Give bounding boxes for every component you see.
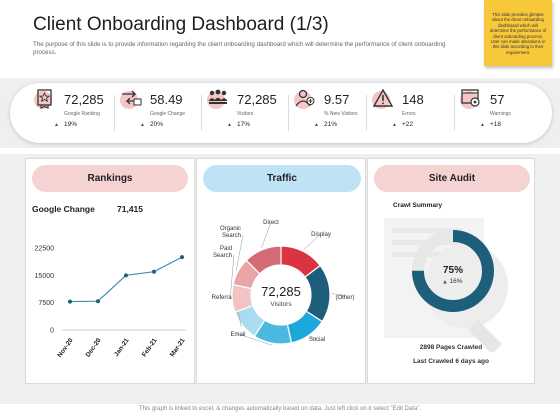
data-point [124,273,128,278]
sticky-note: This slide provides glimpse about the cl… [484,0,552,66]
kpi-change: ▲ 21% [314,121,338,128]
up-arrow-icon: ▲ [392,122,397,128]
site-audit-header: Site Audit [374,165,530,192]
slice-label: Paid Search [213,246,232,259]
kpi-new-visitors: 9.57 % New Visitors ▲ 21% [288,83,379,143]
up-arrow-icon: ▲ [140,122,145,128]
google-change-value: 71,415 [117,204,143,214]
settings-window-icon [461,89,480,107]
up-arrow-icon: ▲ [480,122,485,128]
kpi-label: Visitors [237,111,254,117]
up-arrow-icon: ▲ [314,122,319,128]
rankings-line-chart: 0 7500 15000 22500 Nov-20 Dec-20 Jan-21 Feb-21 M… [35,246,187,359]
x-tick-label: Jan-21 [113,337,131,358]
leader-line [229,254,235,299]
up-arrow-icon: ▲ [443,280,447,285]
traffic-donut-chart: Display (Other) Social Email Referral Paid Sea… [212,220,355,346]
kpi-errors: 148 Errors ▲ +22 [366,83,457,143]
warning-icon [372,88,394,107]
data-point [152,269,156,274]
data-point [180,255,184,260]
last-crawled: Last Crawled 6 days ago [413,358,489,365]
kpi-label: Google Ranking [64,111,100,117]
y-tick-label: 7500 [38,300,54,307]
slice-label: Display [311,232,331,238]
slice-label: Email [230,332,245,338]
kpi-label: Google Change [150,111,186,117]
crawl-percent-sub: 16% [449,278,462,285]
slice-label: Direct [263,220,279,226]
leader-line [261,221,272,248]
new-visitor-icon [295,89,315,107]
kpi-value: 57 [490,92,505,107]
rankings-panel: Rankings [25,158,195,384]
ranking-badge-icon [37,89,52,109]
traffic-header: Traffic [203,165,361,192]
up-arrow-icon: ▲ [54,122,59,128]
traffic-center-label: Visitors [270,301,292,308]
kpi-change: ▲ +22 [392,121,414,128]
kpi-visitors: 72,285 Visitors ▲ 17% [201,83,292,143]
leader-line [303,233,322,250]
kpi-value: 72,285 [237,92,277,107]
series-line [69,256,183,303]
x-tick-label: Dec-20 [85,337,103,359]
slice-label: Referral [212,295,233,301]
y-tick-label: 15000 [35,273,55,280]
kpi-change: ▲ 17% [227,121,251,128]
kpi-change: ▲ +18 [480,121,502,128]
data-point [96,299,100,304]
footer-note: This graph is linked to excel, & changes… [138,406,422,412]
leader-line [310,336,318,340]
y-tick-label: 22500 [35,246,55,253]
kpi-value: 148 [402,92,424,107]
x-tick-label: Mar-21 [169,337,187,358]
crawl-progress-donut: 75% 16%▲ [412,230,494,312]
crawl-summary-label: Crawl Summary [393,202,443,209]
sticky-note-text: This slide provides glimpse about the cl… [489,12,547,55]
page-title: Client Onboarding Dashboard (1/3) [33,14,329,35]
visitors-group-icon [208,89,228,104]
y-tick-label: 0 [50,328,54,335]
kpi-google-ranking: 72,285 Google Ranking ▲ 19% [34,83,119,143]
kpi-value: 72,285 [64,92,104,107]
rankings-header: Rankings [32,165,188,192]
kpi-label: % New Visitors [324,111,358,117]
kpi-bar: 72,285 Google Ranking ▲ 19% 58.49 Google … [10,83,552,143]
kpi-label: Warnings [490,111,511,117]
x-tick-label: Feb-21 [141,337,159,358]
kpi-value: 58.49 [150,92,183,107]
crawl-percent-main: 75% [443,265,463,276]
leader-line [237,333,273,346]
x-tick-label: Nov-20 [56,337,74,359]
kpi-value: 9.57 [324,92,350,107]
pages-crawled: 2898 Pages Crawled [419,344,483,351]
page-subtitle: The purpose of this slide is to provide … [33,41,446,56]
slice-label: Organic Search [220,226,241,239]
slice-label: Social [309,337,325,343]
leader-line [235,234,244,271]
kpi-google-change: 58.49 Google Change ▲ 20% [114,83,205,143]
kpi-warnings: 57 Warnings ▲ +18 [454,83,545,143]
donut-slice [245,245,282,275]
traffic-center-value: 72,285 [261,284,301,299]
slice-label: (Other) [335,295,354,301]
google-change-label: Google Change [32,204,95,214]
kpi-change: ▲ 19% [54,121,78,128]
progress-arc [412,230,494,312]
traffic-panel: Traffic [196,158,366,384]
kpi-change: ▲ 20% [140,121,164,128]
change-arrows-icon [122,90,142,106]
data-point [68,299,72,304]
kpi-label: Errors [402,111,416,117]
up-arrow-icon: ▲ [227,122,232,128]
leader-line [331,292,346,298]
